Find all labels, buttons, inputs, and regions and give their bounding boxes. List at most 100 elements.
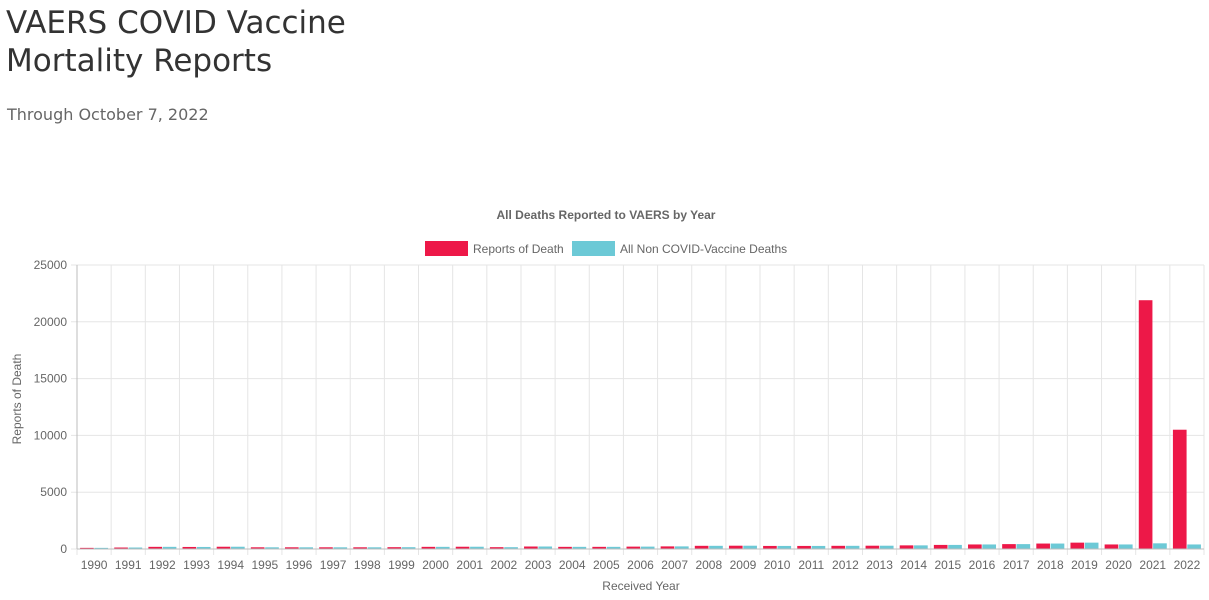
page-title: VAERS COVID Vaccine Mortality Reports bbox=[6, 4, 526, 80]
bar-non-covid-deaths[interactable] bbox=[743, 545, 757, 549]
bar-non-covid-deaths[interactable] bbox=[572, 546, 587, 549]
bar-reports-of-death[interactable] bbox=[797, 545, 811, 549]
bar-non-covid-deaths[interactable] bbox=[914, 545, 928, 549]
bar-non-covid-deaths[interactable] bbox=[845, 545, 860, 549]
bar-non-covid-deaths[interactable] bbox=[538, 546, 553, 549]
bar-reports-of-death[interactable] bbox=[899, 545, 914, 549]
bar-reports-of-death[interactable] bbox=[182, 546, 197, 549]
bar-reports-of-death[interactable] bbox=[284, 547, 299, 549]
x-tick-label: 1990 bbox=[81, 558, 108, 572]
x-tick-label: 1995 bbox=[251, 558, 278, 572]
bar-non-covid-deaths[interactable] bbox=[231, 546, 245, 549]
x-tick-label: 1994 bbox=[217, 558, 244, 572]
bar-non-covid-deaths[interactable] bbox=[367, 547, 382, 549]
page-subtitle: Through October 7, 2022 bbox=[7, 105, 209, 124]
legend-item-reports-of-death[interactable]: Reports of Death bbox=[425, 241, 564, 256]
bar-non-covid-deaths[interactable] bbox=[333, 547, 348, 549]
deaths-by-year-chart: All Deaths Reported to VAERS by Year Rep… bbox=[10, 208, 1205, 593]
x-tick-label: 2011 bbox=[798, 558, 824, 572]
bar-reports-of-death[interactable] bbox=[933, 544, 948, 549]
bar-non-covid-deaths[interactable] bbox=[265, 547, 279, 549]
bar-non-covid-deaths[interactable] bbox=[504, 547, 518, 549]
bar-non-covid-deaths[interactable] bbox=[1153, 543, 1167, 549]
bar-reports-of-death[interactable] bbox=[1138, 300, 1153, 549]
bar-non-covid-deaths[interactable] bbox=[606, 546, 621, 549]
bar-reports-of-death[interactable] bbox=[626, 546, 641, 549]
x-tick-label: 2002 bbox=[491, 558, 518, 572]
bar-reports-of-death[interactable] bbox=[216, 546, 231, 549]
x-tick-label: 1997 bbox=[320, 558, 347, 572]
bar-reports-of-death[interactable] bbox=[387, 547, 402, 549]
bar-non-covid-deaths[interactable] bbox=[709, 545, 723, 549]
bar-non-covid-deaths[interactable] bbox=[674, 546, 689, 549]
bar-non-covid-deaths[interactable] bbox=[982, 544, 997, 549]
x-tick-label: 2019 bbox=[1071, 558, 1098, 572]
bar-non-covid-deaths[interactable] bbox=[162, 546, 177, 549]
bar-reports-of-death[interactable] bbox=[865, 545, 880, 549]
x-tick-label: 1993 bbox=[183, 558, 210, 572]
bar-non-covid-deaths[interactable] bbox=[811, 545, 826, 549]
x-tick-label: 2017 bbox=[1003, 558, 1030, 572]
bar-reports-of-death[interactable] bbox=[831, 545, 846, 549]
bar-non-covid-deaths[interactable] bbox=[435, 546, 450, 549]
bar-reports-of-death[interactable] bbox=[1070, 542, 1085, 549]
bar-non-covid-deaths[interactable] bbox=[470, 546, 484, 549]
bar-reports-of-death[interactable] bbox=[763, 545, 777, 549]
x-tick-label: 1991 bbox=[115, 558, 142, 572]
bar-reports-of-death[interactable] bbox=[353, 547, 367, 549]
x-tick-label: 2012 bbox=[832, 558, 859, 572]
bar-reports-of-death[interactable] bbox=[1172, 429, 1187, 549]
bar-reports-of-death[interactable] bbox=[592, 546, 607, 549]
x-tick-label: 2003 bbox=[525, 558, 552, 572]
bar-non-covid-deaths[interactable] bbox=[196, 546, 211, 549]
legend-label: All Non COVID-Vaccine Deaths bbox=[620, 242, 787, 256]
y-tick-label: 10000 bbox=[34, 428, 68, 442]
bar-non-covid-deaths[interactable] bbox=[1050, 543, 1065, 549]
bar-reports-of-death[interactable] bbox=[968, 544, 982, 549]
x-tick-label: 2013 bbox=[866, 558, 893, 572]
bar-reports-of-death[interactable] bbox=[148, 546, 163, 549]
bar-non-covid-deaths[interactable] bbox=[1118, 544, 1133, 549]
bar-non-covid-deaths[interactable] bbox=[879, 545, 894, 549]
bar-reports-of-death[interactable] bbox=[558, 546, 572, 549]
bar-non-covid-deaths[interactable] bbox=[401, 547, 416, 549]
bar-reports-of-death[interactable] bbox=[455, 546, 470, 549]
legend-swatch bbox=[425, 241, 468, 256]
bar-reports-of-death[interactable] bbox=[728, 545, 743, 549]
bar-reports-of-death[interactable] bbox=[114, 547, 128, 549]
x-tick-label: 2021 bbox=[1139, 558, 1166, 572]
bar-reports-of-death[interactable] bbox=[1104, 544, 1119, 549]
bar-non-covid-deaths[interactable] bbox=[128, 547, 143, 549]
bar-non-covid-deaths[interactable] bbox=[1187, 544, 1201, 549]
bar-non-covid-deaths[interactable] bbox=[640, 546, 655, 549]
x-tick-label: 2004 bbox=[559, 558, 586, 572]
bar-reports-of-death[interactable] bbox=[1036, 543, 1050, 549]
x-tick-label: 2018 bbox=[1037, 558, 1064, 572]
bar-reports-of-death[interactable] bbox=[319, 547, 333, 549]
x-tick-label: 2008 bbox=[695, 558, 722, 572]
y-axis-label: Reports of Death bbox=[10, 354, 24, 445]
chart-legend[interactable]: Reports of Death All Non COVID-Vaccine De… bbox=[425, 241, 787, 256]
bar-non-covid-deaths[interactable] bbox=[1084, 542, 1099, 549]
bar-non-covid-deaths[interactable] bbox=[1016, 544, 1031, 549]
bar-reports-of-death[interactable] bbox=[421, 546, 436, 549]
x-tick-label: 1998 bbox=[354, 558, 381, 572]
chart-title: All Deaths Reported to VAERS by Year bbox=[497, 208, 716, 222]
y-tick-label: 20000 bbox=[34, 315, 68, 329]
bar-reports-of-death[interactable] bbox=[80, 547, 94, 549]
legend-swatch bbox=[572, 241, 615, 256]
bar-reports-of-death[interactable] bbox=[694, 545, 709, 549]
bar-reports-of-death[interactable] bbox=[1002, 544, 1016, 549]
bar-non-covid-deaths[interactable] bbox=[948, 544, 962, 549]
bar-non-covid-deaths[interactable] bbox=[94, 547, 109, 549]
legend-item-non-covid-deaths[interactable]: All Non COVID-Vaccine Deaths bbox=[572, 241, 787, 256]
bar-non-covid-deaths[interactable] bbox=[777, 545, 792, 549]
x-tick-label: 2006 bbox=[627, 558, 654, 572]
bar-reports-of-death[interactable] bbox=[524, 546, 538, 549]
x-tick-label: 2001 bbox=[456, 558, 483, 572]
y-tick-label: 0 bbox=[60, 542, 67, 556]
bar-reports-of-death[interactable] bbox=[250, 547, 265, 549]
bar-non-covid-deaths[interactable] bbox=[299, 547, 313, 549]
bar-reports-of-death[interactable] bbox=[660, 546, 675, 549]
bar-reports-of-death[interactable] bbox=[489, 547, 504, 549]
